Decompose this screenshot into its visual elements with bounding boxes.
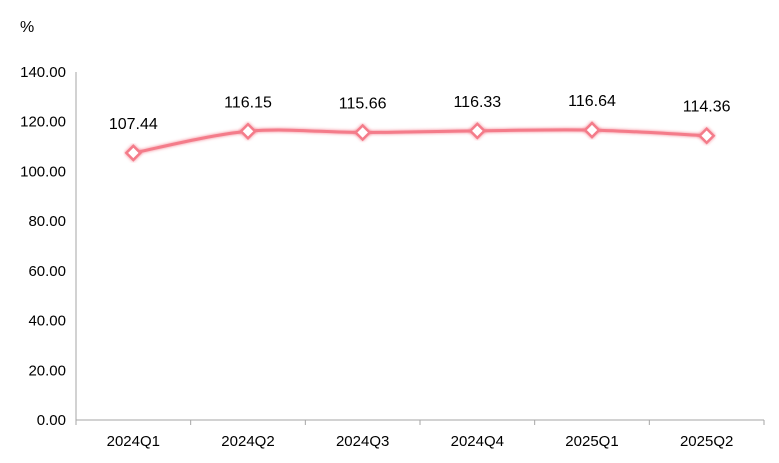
y-tick-label: 0.00: [37, 412, 66, 429]
x-tick-label: 2024Q1: [107, 433, 160, 450]
data-point-marker: [239, 122, 257, 141]
x-tick-label: 2024Q2: [221, 433, 274, 450]
data-label: 116.33: [453, 94, 501, 111]
data-label: 115.66: [339, 96, 387, 113]
y-axis-unit-label: %: [20, 19, 34, 36]
y-tick-label: 60.00: [28, 263, 66, 280]
data-label: 116.15: [224, 94, 272, 111]
y-tick-label: 40.00: [28, 313, 66, 330]
x-tick-label: 2024Q4: [451, 433, 504, 450]
data-point-marker: [697, 126, 716, 145]
y-tick-labels: 0.00 20.00 40.00 60.00 80.00 100.00 120.00 140.…: [20, 64, 66, 429]
x-tick-labels: 2024Q1 2024Q2 2024Q3 2024Q4 2025Q1 2025Q2: [107, 433, 734, 450]
data-point-marker: [468, 122, 487, 140]
axes: [75, 72, 765, 425]
y-tick-label: 80.00: [28, 213, 66, 230]
data-point-marker: [583, 121, 601, 139]
y-tick-label: 140.00: [20, 64, 66, 81]
data-point-marker: [353, 123, 372, 142]
y-tick-label: 20.00: [28, 362, 66, 379]
y-tick-label: 100.00: [20, 163, 66, 180]
x-tick-label: 2025Q1: [565, 433, 618, 450]
series-line: [133, 128, 707, 155]
data-label: 107.44: [109, 116, 158, 133]
x-tick-label: 2025Q2: [680, 433, 733, 450]
data-labels: 107.44 116.15 115.66 116.33 116.64 114.36: [109, 93, 731, 133]
y-tick-label: 120.00: [20, 114, 66, 131]
data-point-marker: [124, 144, 143, 162]
data-label: 116.64: [568, 93, 616, 110]
data-label: 114.36: [683, 99, 731, 116]
data-markers: [124, 121, 716, 162]
x-tick-label: 2024Q3: [336, 433, 389, 450]
